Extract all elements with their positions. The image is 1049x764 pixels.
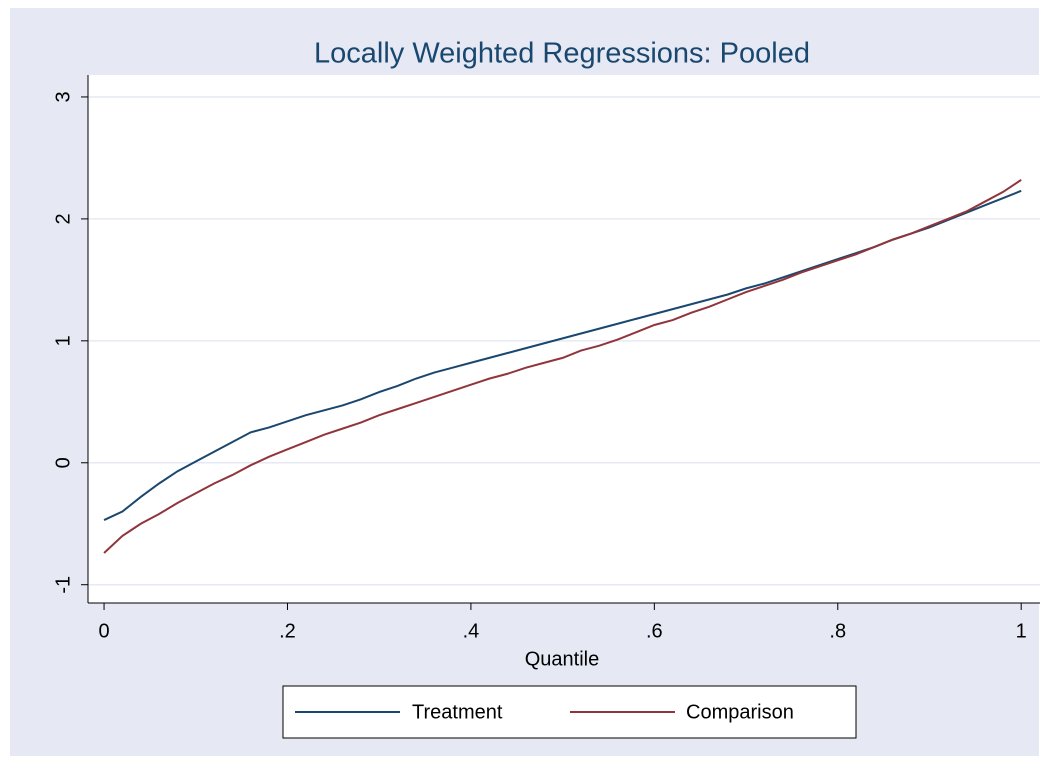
y-tick-label: 1 [52, 335, 74, 346]
y-tick-label: -1 [52, 576, 74, 594]
x-tick-label: 0 [98, 620, 109, 642]
x-axis-title: Quantile [525, 648, 600, 670]
y-tick-label: 2 [52, 213, 74, 224]
x-tick-label: .2 [279, 620, 296, 642]
x-tick-label: .8 [829, 620, 846, 642]
x-tick-label: .4 [463, 620, 480, 642]
x-tick-label: .6 [646, 620, 663, 642]
y-tick-label: 3 [52, 91, 74, 102]
chart-title: Locally Weighted Regressions: Pooled [314, 38, 810, 70]
legend-label: Treatment [412, 701, 503, 723]
series-line [103, 179, 1022, 554]
legend-label: Comparison [686, 701, 794, 723]
y-tick-label: 0 [52, 457, 74, 468]
x-tick-label: 1 [1016, 620, 1027, 642]
